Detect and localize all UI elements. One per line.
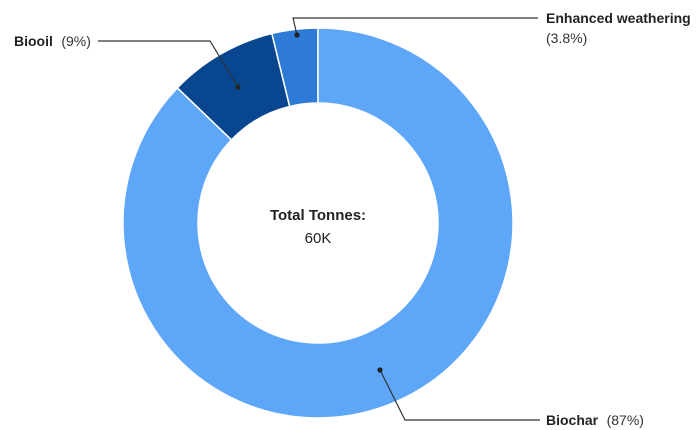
slice-percent-biooil: (9%) <box>61 33 91 49</box>
center-label: Total Tonnes: 60K <box>270 207 366 247</box>
leader-line-enhanced-weathering <box>292 17 538 36</box>
slice-percent-enhanced-weathering: (3.8%) <box>546 30 587 46</box>
slice-text-biochar: Biochar (87%) <box>546 412 644 429</box>
donut-slices <box>122 27 514 419</box>
slice-name-enhanced-weathering: Enhanced weathering <box>546 10 691 26</box>
slice-biochar <box>122 27 514 419</box>
slice-name-biooil: Biooil <box>14 33 53 49</box>
leader-dot-biooil <box>235 84 241 90</box>
slice-label-biochar: Biochar (87%) <box>377 367 644 429</box>
slice-label-enhanced-weathering: Enhanced weathering (3.8%) <box>292 10 691 46</box>
slice-label-biooil: Biooil (9%) <box>14 33 241 90</box>
leader-dot-enhanced-weathering <box>294 32 300 38</box>
slice-percent-biochar: (87%) <box>607 412 644 428</box>
center-title: Total Tonnes: <box>270 207 366 224</box>
leader-line-biooil <box>98 40 239 88</box>
leader-line-biochar <box>379 369 540 421</box>
slice-text-biooil: Biooil (9%) <box>14 33 91 50</box>
slice-name-biochar: Biochar <box>546 412 599 428</box>
leader-dot-biochar <box>377 367 383 373</box>
center-value: 60K <box>305 230 332 247</box>
